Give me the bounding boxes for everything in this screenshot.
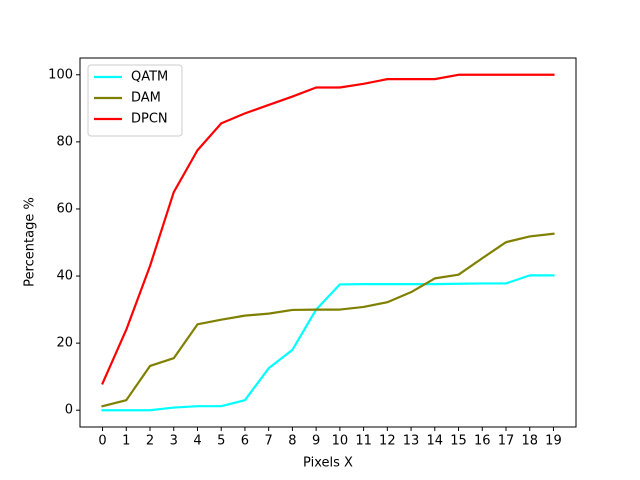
x-tick-label: 2: [146, 434, 154, 449]
y-tick-label: 80: [56, 134, 73, 149]
x-tick-label: 0: [98, 434, 106, 449]
series-line: [101, 274, 555, 412]
x-tick-label: 17: [498, 434, 515, 449]
y-tick-label: 100: [48, 67, 73, 82]
x-tick-label: 19: [545, 434, 562, 449]
y-axis-label: Percentage %: [23, 197, 38, 287]
x-tick-label: 13: [403, 434, 420, 449]
y-tick-label: 0: [65, 403, 73, 418]
x-tick-label: 4: [193, 434, 201, 449]
x-tick-label: 10: [332, 434, 349, 449]
y-tick-label: 20: [56, 336, 73, 351]
series-line: [101, 232, 555, 408]
x-tick-label: 3: [170, 434, 178, 449]
x-tick-label: 1: [122, 434, 130, 449]
x-tick-label: 18: [521, 434, 538, 449]
x-tick-label: 6: [241, 434, 249, 449]
x-tick-label: 16: [474, 434, 491, 449]
x-tick-label: 9: [312, 434, 320, 449]
legend-label: QATM: [131, 70, 168, 85]
x-tick-label: 11: [355, 434, 372, 449]
y-tick-label: 60: [56, 201, 73, 216]
legend-label: DPCN: [131, 112, 168, 127]
x-axis-label: Pixels X: [303, 456, 353, 471]
x-tick-label: 8: [288, 434, 296, 449]
series-line: [101, 73, 555, 385]
y-tick-label: 40: [56, 269, 73, 284]
x-tick-label: 15: [450, 434, 467, 449]
x-tick-label: 12: [379, 434, 396, 449]
x-tick-label: 7: [265, 434, 273, 449]
x-tick-label: 5: [217, 434, 225, 449]
axes-frame: [79, 57, 577, 428]
legend-label: DAM: [131, 91, 161, 106]
x-tick-label: 14: [427, 434, 444, 449]
